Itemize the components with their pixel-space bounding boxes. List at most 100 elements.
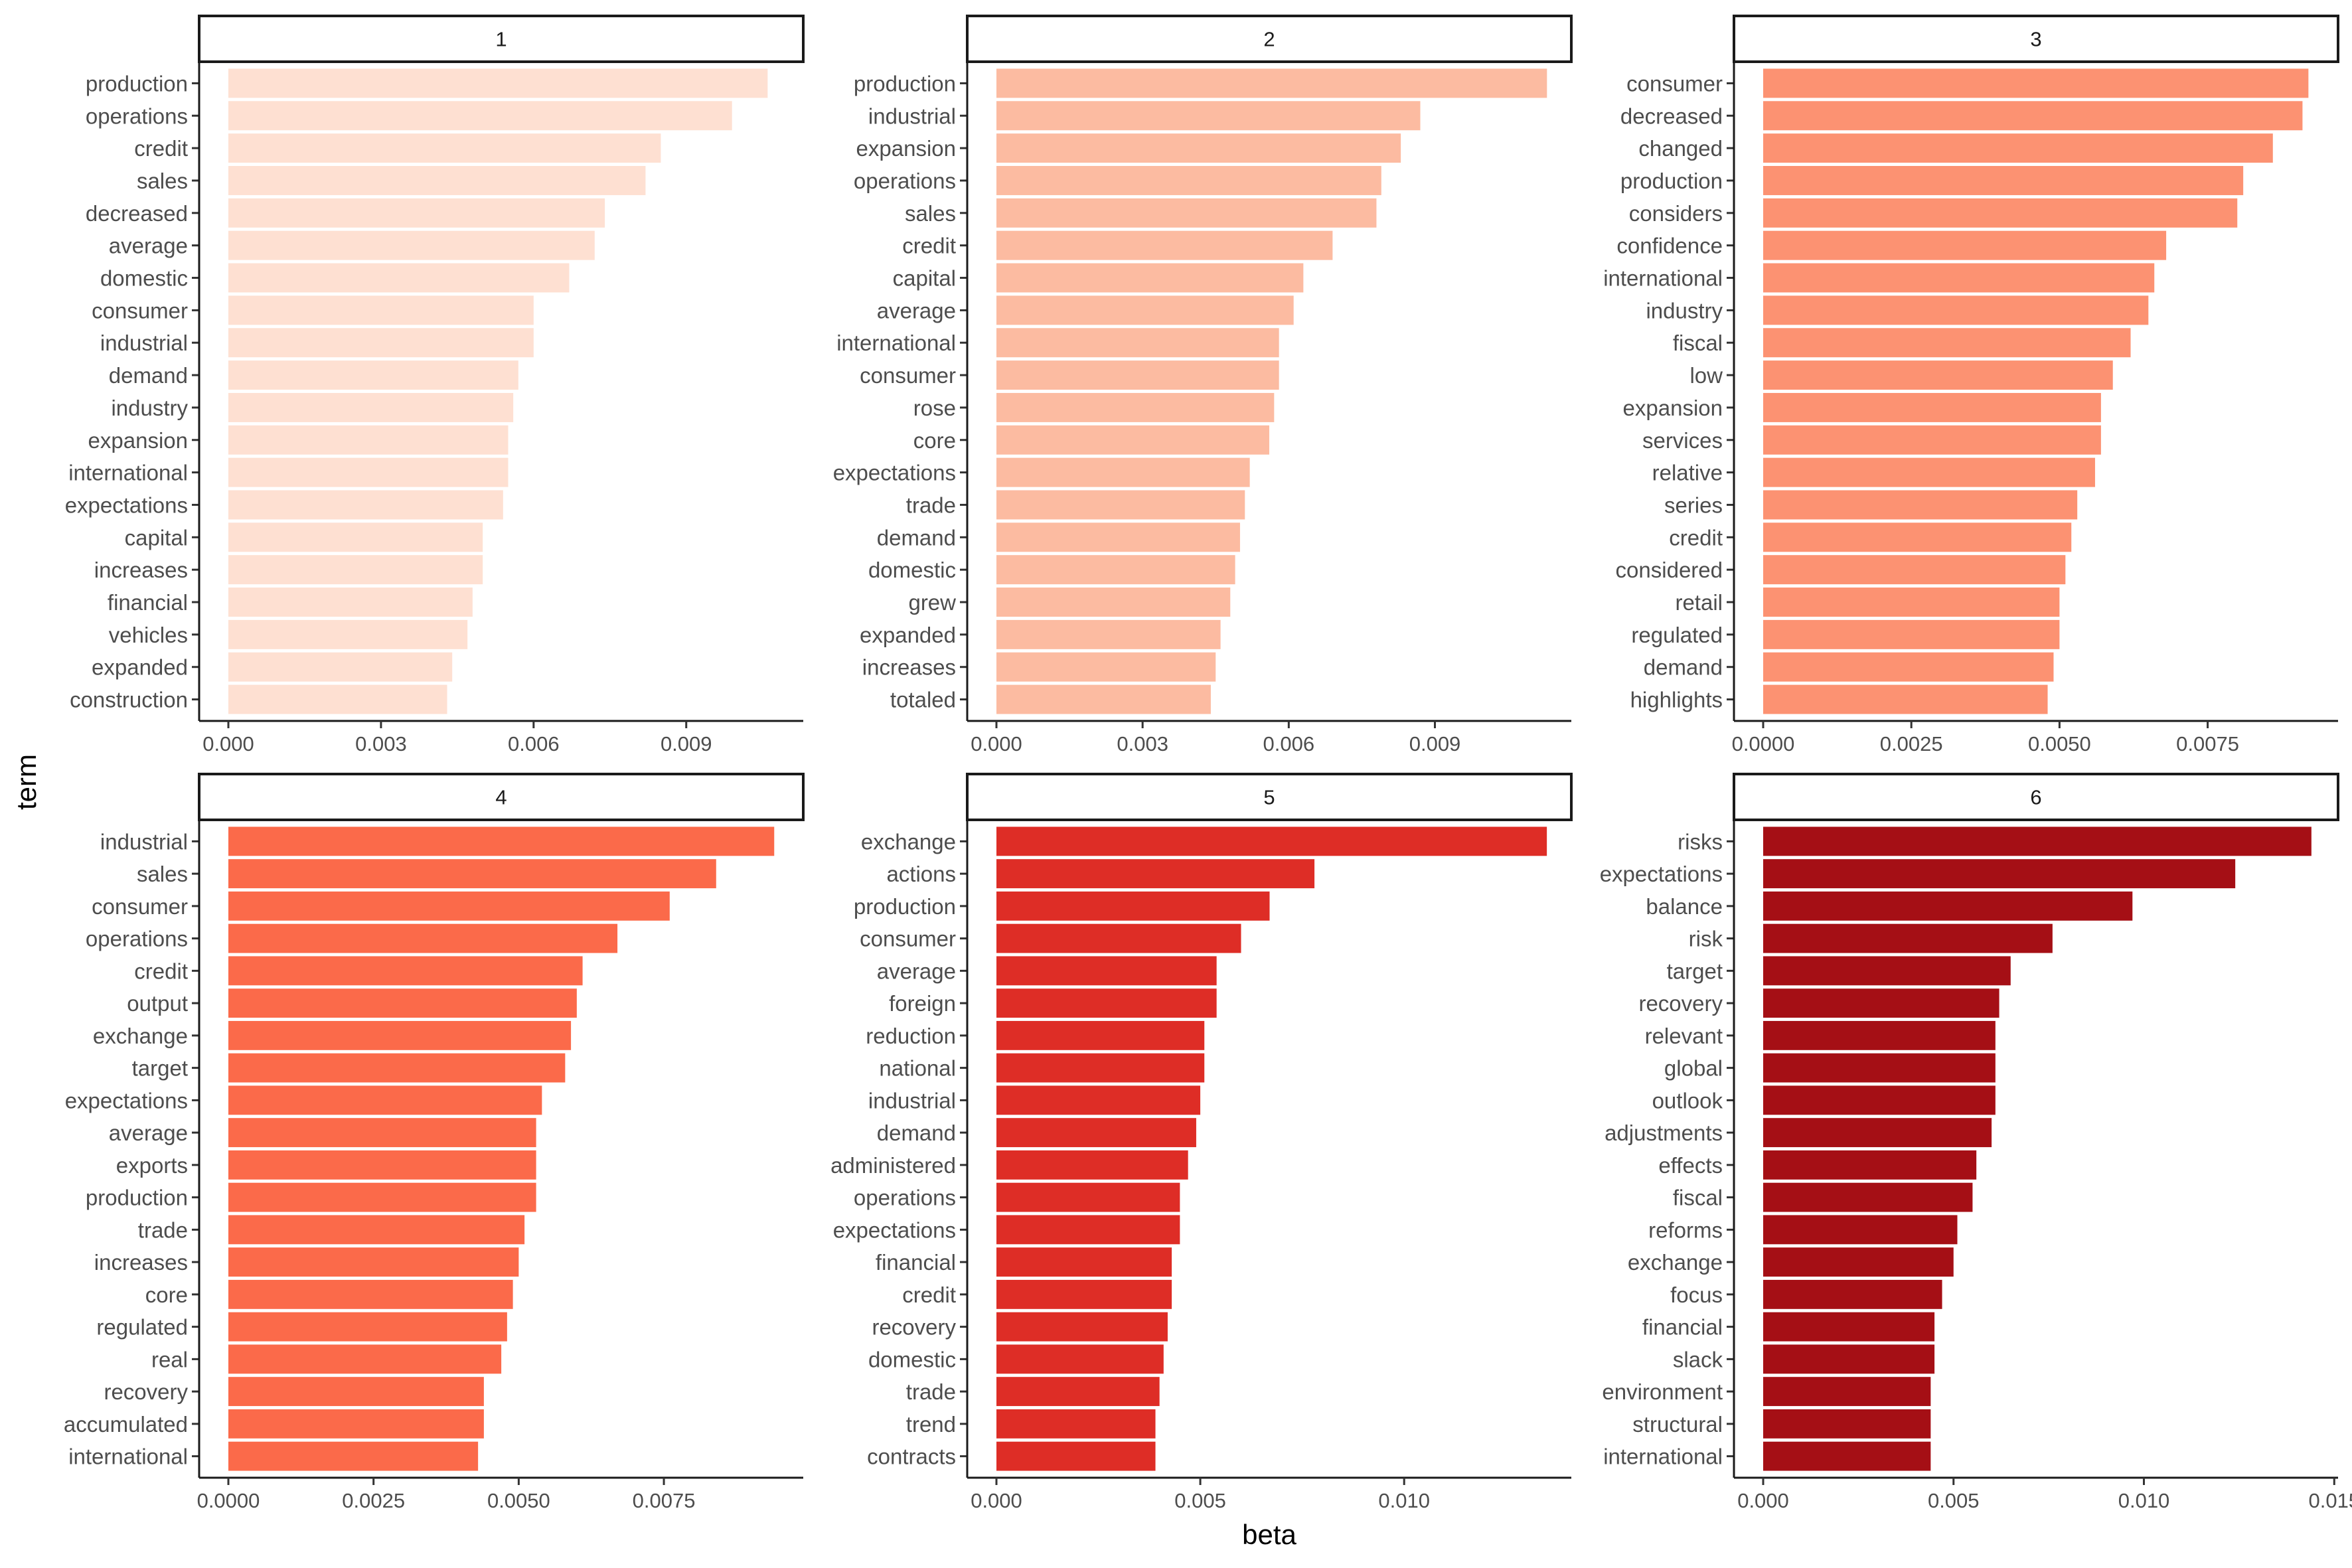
term-label: industrial <box>100 829 188 854</box>
term-label: production <box>854 894 956 919</box>
term-label: financial <box>108 590 188 615</box>
bar <box>1763 522 2072 552</box>
bar <box>228 652 453 682</box>
term-label: credit <box>134 136 188 161</box>
bar <box>1763 1020 1996 1050</box>
term-label: changed <box>1638 136 1723 161</box>
bar <box>996 1020 1205 1050</box>
bar <box>1763 588 2060 617</box>
term-label: operations <box>86 104 188 128</box>
bar <box>228 1118 536 1148</box>
term-label: expectations <box>65 493 188 517</box>
term-label: slack <box>1673 1347 1723 1372</box>
bar <box>996 230 1333 260</box>
term-label: domestic <box>868 1347 956 1372</box>
bar <box>996 1215 1180 1245</box>
term-label: fiscal <box>1673 331 1723 355</box>
bar <box>1763 328 2131 358</box>
x-axis-title: beta <box>1242 1519 1296 1550</box>
bar <box>228 1085 542 1115</box>
term-label: international <box>68 1445 188 1469</box>
bar <box>996 826 1547 856</box>
term-label: credit <box>902 1283 956 1307</box>
term-label: construction <box>70 688 188 712</box>
x-tick-label: 0.0050 <box>487 1489 550 1512</box>
bar <box>228 1053 566 1083</box>
term-label: adjustments <box>1605 1121 1723 1145</box>
term-label: consumer <box>1626 71 1723 96</box>
term-label: core <box>913 428 956 453</box>
bar <box>228 1344 502 1374</box>
bar <box>228 988 577 1018</box>
term-label: trend <box>906 1412 956 1437</box>
bar <box>1763 956 2011 986</box>
term-label: operations <box>854 169 956 193</box>
term-label: reduction <box>866 1024 956 1048</box>
bar <box>228 1441 479 1471</box>
term-label: financial <box>876 1250 956 1275</box>
bar <box>1763 988 1999 1018</box>
bar <box>996 263 1304 293</box>
bar <box>996 1182 1180 1212</box>
term-label: low <box>1689 363 1723 388</box>
term-label: operations <box>854 1186 956 1210</box>
bar <box>228 392 514 422</box>
term-label: expectations <box>833 461 956 485</box>
bar <box>996 956 1217 986</box>
bar <box>1763 1053 1996 1083</box>
term-label: industrial <box>100 331 188 355</box>
x-tick-label: 0.0000 <box>1732 732 1795 755</box>
facet-strip-label: 5 <box>1263 786 1275 809</box>
bar <box>228 490 503 520</box>
term-label: output <box>127 991 188 1016</box>
term-label: sales <box>137 862 188 886</box>
bar <box>996 165 1381 195</box>
bar <box>1763 1118 1992 1148</box>
term-label: average <box>109 1121 188 1145</box>
bar <box>996 891 1270 921</box>
term-label: vehicles <box>109 623 188 647</box>
term-label: environment <box>1602 1379 1723 1404</box>
bar <box>996 923 1241 953</box>
bar <box>228 1182 536 1212</box>
term-label: domestic <box>100 266 188 291</box>
term-label: credit <box>1669 525 1723 550</box>
term-label: recovery <box>872 1315 956 1340</box>
x-tick-label: 0.0025 <box>1880 732 1943 755</box>
bar <box>996 555 1235 585</box>
bar <box>228 1409 484 1439</box>
term-label: industry <box>1646 298 1723 323</box>
term-label: target <box>1667 959 1723 983</box>
bar <box>228 1247 519 1277</box>
bar <box>1763 101 2303 131</box>
bar <box>228 328 534 358</box>
term-label: trade <box>906 493 956 517</box>
bar <box>228 826 775 856</box>
term-label: highlights <box>1630 688 1723 712</box>
term-label: consumer <box>92 894 188 919</box>
x-tick-label: 0.006 <box>508 732 560 755</box>
term-label: credit <box>134 959 188 983</box>
term-label: exchange <box>93 1024 188 1048</box>
bar <box>996 133 1401 163</box>
facet-strip <box>1733 15 2339 63</box>
bar <box>228 425 509 455</box>
term-label: consumer <box>860 927 956 951</box>
term-label: confidence <box>1616 234 1723 258</box>
bar <box>996 392 1275 422</box>
term-label: domestic <box>868 558 956 582</box>
term-label: considered <box>1616 558 1723 582</box>
term-label: demand <box>877 1121 956 1145</box>
term-label: increases <box>862 655 956 680</box>
x-tick-label: 0.0000 <box>197 1489 260 1512</box>
bar <box>996 652 1216 682</box>
term-label: contracts <box>867 1445 956 1469</box>
bar <box>1763 1344 1935 1374</box>
term-label: regulated <box>96 1315 188 1340</box>
term-label: risks <box>1678 829 1723 854</box>
bar <box>228 1150 536 1180</box>
bar <box>996 490 1245 520</box>
term-label: exchange <box>1628 1250 1723 1275</box>
term-label: expansion <box>88 428 188 453</box>
